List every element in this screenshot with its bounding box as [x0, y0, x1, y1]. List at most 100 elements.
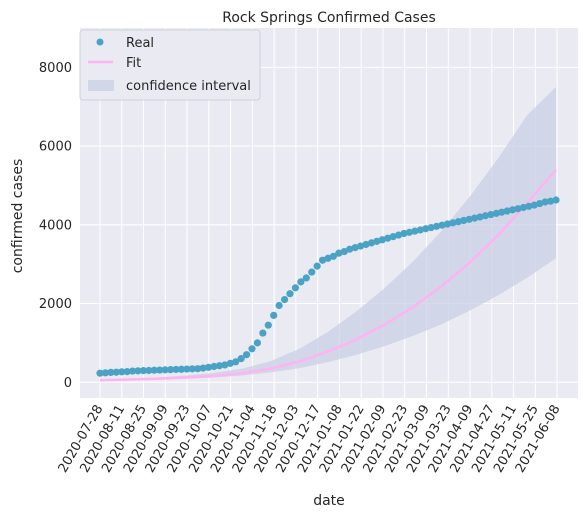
real-point: [280, 296, 289, 304]
real-point: [194, 365, 202, 373]
chart-title: Rock Springs Confirmed Cases: [222, 10, 436, 26]
real-point: [438, 221, 446, 229]
real-point: [134, 367, 142, 375]
real-point: [519, 203, 528, 212]
real-point: [465, 215, 473, 223]
legend-box: [79, 29, 261, 101]
real-point: [432, 222, 441, 230]
real-point: [210, 362, 218, 371]
real-point: [172, 365, 180, 374]
real-point: [259, 329, 267, 337]
legend-ci-label: confidence interval: [126, 79, 251, 94]
real-point: [530, 201, 538, 209]
real-point: [297, 278, 305, 286]
real-point: [416, 226, 424, 234]
real-point: [215, 362, 224, 370]
real-point: [335, 249, 343, 257]
real-point: [199, 364, 207, 372]
real-point: [552, 196, 560, 204]
y-tick-label: 8000: [39, 61, 72, 76]
real-point: [411, 227, 419, 235]
x-axis-label: date: [313, 493, 345, 509]
real-point: [286, 290, 294, 298]
real-point: [427, 223, 435, 232]
real-point: [96, 369, 104, 377]
x-ticks: 2020-07-282020-08-112020-08-252020-09-09…: [56, 402, 564, 475]
confidence-band: [100, 87, 556, 381]
y-ticks: 0 2000 4000 6000 8000: [39, 61, 72, 391]
real-point: [237, 355, 245, 363]
real-point: [389, 233, 397, 241]
fit-line: [99, 168, 557, 382]
real-point: [460, 216, 468, 225]
real-point: [161, 366, 169, 374]
real-point: [514, 205, 522, 213]
real-point: [405, 228, 414, 236]
y-tick-label: 2000: [39, 297, 72, 312]
y-tick-label: 0: [64, 376, 72, 391]
real-point: [356, 242, 365, 250]
real-point: [270, 311, 278, 319]
real-point: [139, 367, 148, 375]
real-point: [118, 368, 126, 376]
real-point: [188, 365, 196, 373]
real-point: [313, 262, 321, 270]
real-point: [177, 365, 186, 373]
real-point: [443, 220, 452, 228]
real-point: [101, 369, 110, 377]
real-point: [362, 240, 370, 249]
real-point: [536, 199, 544, 208]
real-point: [150, 366, 158, 374]
real-point: [291, 284, 300, 292]
real-point: [204, 363, 213, 371]
real-point: [112, 368, 120, 376]
legend: Real Fit confidence interval: [79, 29, 261, 101]
real-point: [546, 197, 555, 205]
real-point: [481, 212, 490, 220]
y-tick-label: 6000: [39, 140, 72, 155]
real-point: [318, 256, 327, 264]
real-point: [503, 207, 511, 215]
real-point: [492, 209, 500, 217]
real-point: [373, 237, 381, 245]
legend-ci-marker: [88, 80, 114, 91]
real-point: [275, 301, 283, 310]
real-point: [264, 321, 272, 329]
y-tick-label: 4000: [39, 218, 72, 233]
fit-curve: [99, 168, 557, 382]
real-point: [476, 213, 484, 221]
real-point: [487, 210, 495, 219]
real-point: [346, 245, 354, 253]
legend-real-label: Real: [126, 36, 154, 51]
real-point: [248, 345, 256, 353]
real-point: [253, 339, 262, 347]
real-points: [96, 196, 560, 377]
real-point: [324, 254, 332, 262]
real-point: [541, 198, 549, 206]
real-point: [454, 218, 462, 226]
real-point: [378, 236, 386, 244]
real-point: [367, 239, 376, 247]
real-point: [242, 351, 251, 359]
real-point: [508, 206, 517, 214]
real-point: [384, 234, 392, 242]
real-point: [128, 367, 137, 375]
real-point: [232, 358, 240, 366]
real-point: [394, 231, 403, 239]
legend-fit-label: Fit: [126, 56, 141, 71]
real-point: [498, 208, 506, 216]
real-point: [422, 225, 430, 233]
real-point: [449, 219, 457, 227]
real-point: [302, 274, 310, 282]
real-point: [351, 244, 359, 252]
real-point: [107, 368, 115, 377]
y-axis-label: confirmed cases: [10, 159, 26, 274]
real-point: [123, 368, 131, 376]
real-point: [156, 366, 164, 374]
real-point: [221, 361, 229, 369]
real-point: [308, 268, 316, 276]
real-point: [340, 247, 348, 256]
legend-real-marker: [96, 38, 104, 46]
real-point: [525, 202, 533, 210]
